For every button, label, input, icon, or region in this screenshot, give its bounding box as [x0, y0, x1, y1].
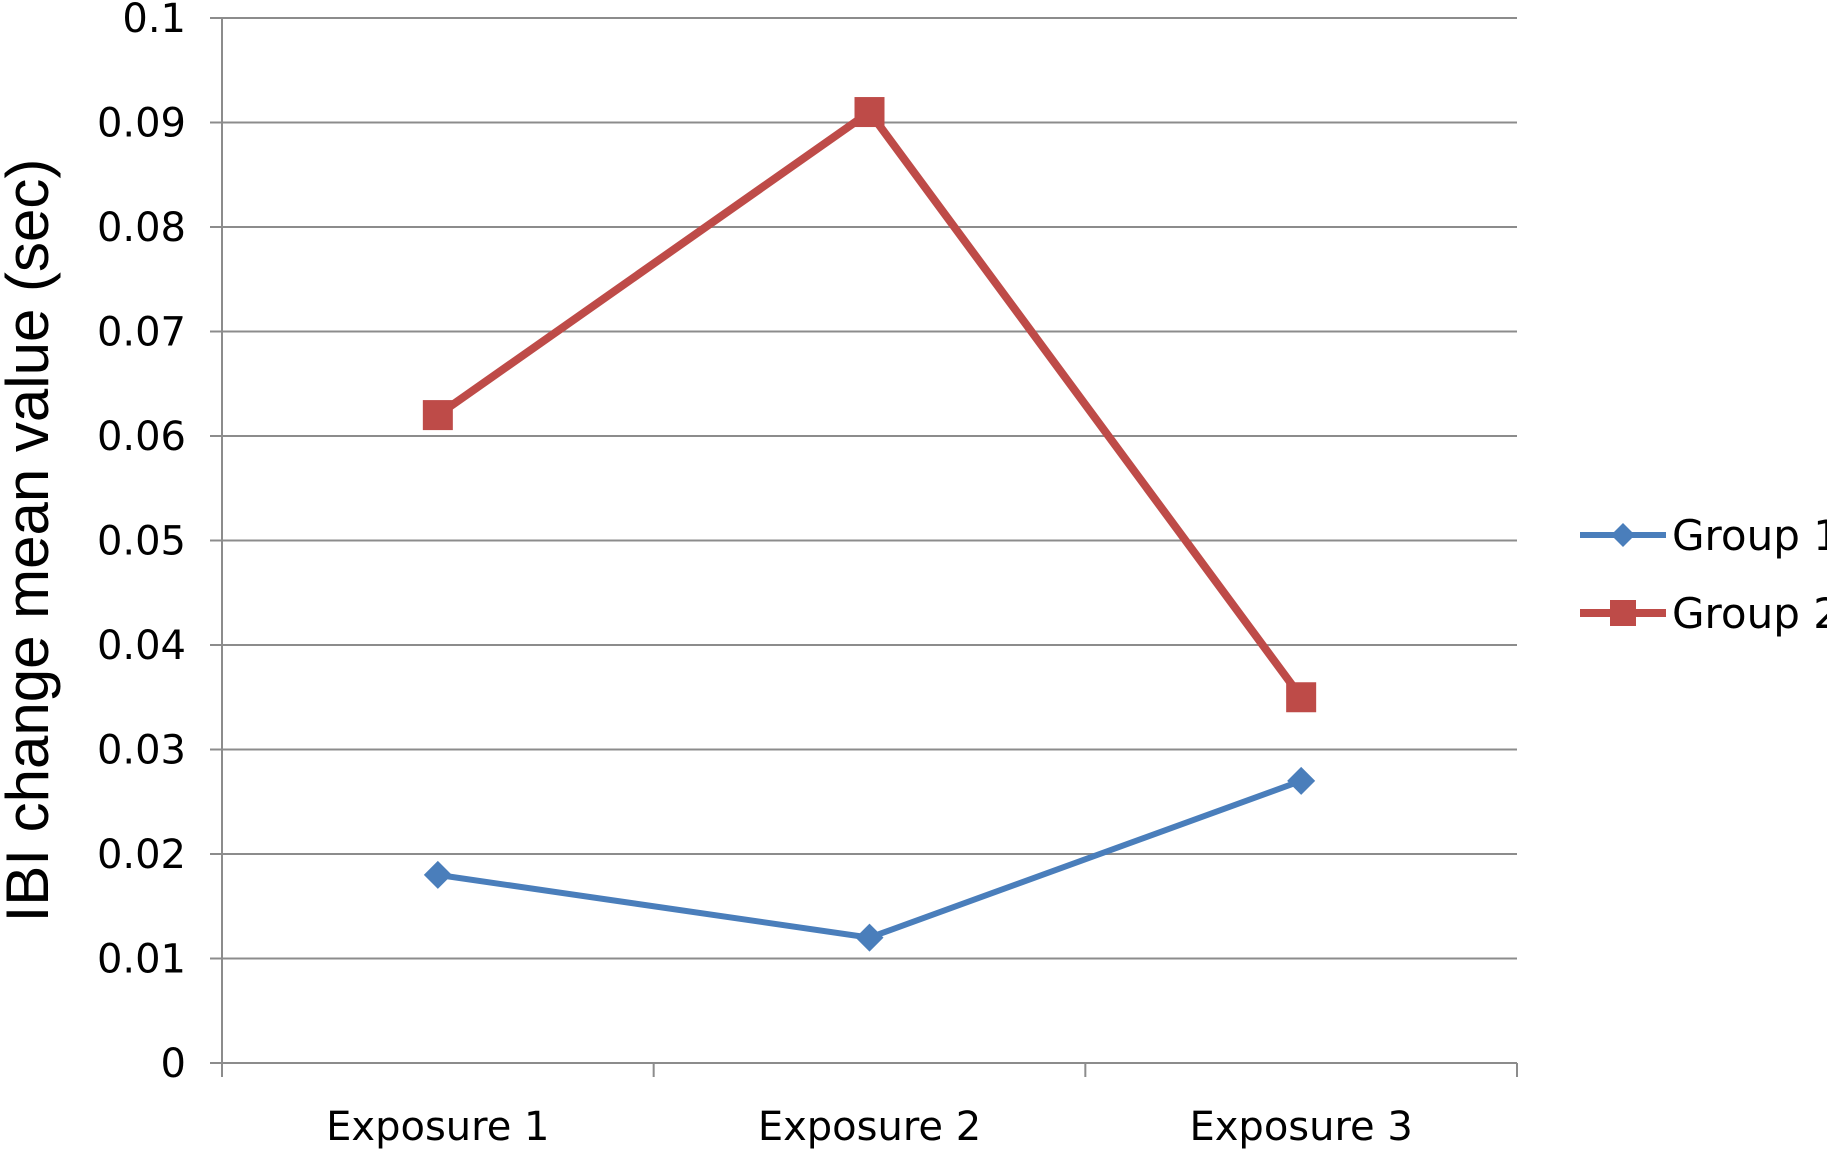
legend-label: Group 1	[1672, 511, 1827, 560]
y-axis-title: IBI change mean value (sec)	[0, 159, 61, 923]
x-tick-labels: Exposure 1 Exposure 2 Exposure 3	[326, 1104, 1413, 1150]
series-1	[423, 766, 1316, 952]
data-point	[1287, 766, 1316, 795]
x-tick-label: Exposure 3	[1189, 1104, 1412, 1150]
legend-item: Group 2	[1580, 589, 1827, 638]
data-point	[1286, 682, 1317, 713]
series-line	[435, 108, 1305, 700]
legend-marker	[1611, 523, 1635, 547]
y-tick-label: 0.06	[97, 414, 186, 460]
data-point	[423, 860, 452, 889]
y-tick-label: 0.08	[97, 205, 186, 251]
y-tick-label: 0.07	[97, 310, 186, 356]
y-tick-label: 0.05	[97, 519, 186, 565]
legend: Group 1 Group 2	[1580, 511, 1827, 638]
series-2	[422, 97, 1317, 713]
y-tick-label: 0.03	[97, 728, 186, 774]
y-tick-label: 0.01	[97, 937, 186, 983]
y-tick-label: 0	[161, 1041, 186, 1087]
y-tick-label: 0.02	[97, 832, 186, 878]
series-line	[437, 778, 1303, 941]
x-tick-label: Exposure 1	[326, 1104, 549, 1150]
data-point	[855, 923, 884, 952]
axes	[210, 17, 1518, 1077]
y-tick-label: 0.04	[97, 623, 186, 669]
y-tick-label: 0.09	[97, 101, 186, 147]
legend-label: Group 2	[1672, 589, 1827, 638]
data-series	[422, 97, 1317, 952]
gridlines	[222, 17, 1517, 960]
legend-marker	[1610, 600, 1636, 626]
data-point	[854, 97, 885, 128]
y-tick-labels: 0 0.01 0.02 0.03 0.04 0.05 0.06 0.07 0.08 0.09 0.1	[97, 0, 186, 1087]
y-tick-label: 0.1	[122, 0, 186, 42]
x-tick-label: Exposure 2	[758, 1104, 981, 1150]
legend-item: Group 1	[1580, 511, 1827, 560]
data-point	[422, 400, 453, 431]
